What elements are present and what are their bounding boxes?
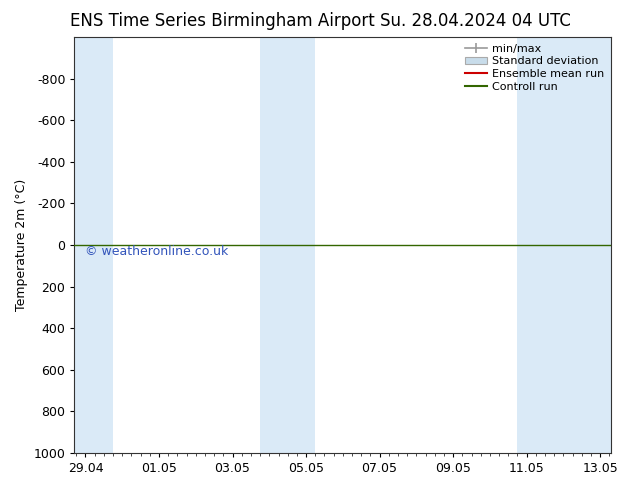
Bar [74, 37, 113, 453]
Bar [282, 37, 315, 453]
Y-axis label: Temperature 2m (°C): Temperature 2m (°C) [15, 179, 28, 311]
Legend: min/max, Standard deviation, Ensemble mean run, Controll run: min/max, Standard deviation, Ensemble me… [460, 39, 609, 97]
Bar [260, 37, 282, 453]
Bar [540, 37, 611, 453]
Text: ENS Time Series Birmingham Airport: ENS Time Series Birmingham Airport [70, 12, 374, 30]
Text: © weatheronline.co.uk: © weatheronline.co.uk [85, 245, 228, 258]
Text: Su. 28.04.2024 04 UTC: Su. 28.04.2024 04 UTC [380, 12, 571, 30]
Bar [517, 37, 540, 453]
